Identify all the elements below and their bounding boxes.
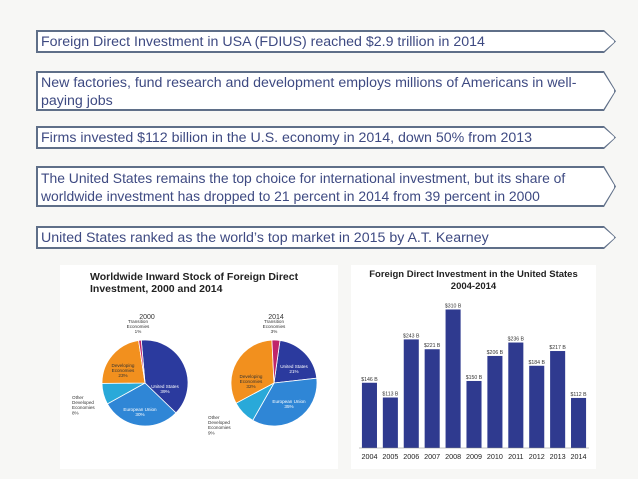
bullet-4: The United States remains the top choice… [37,167,615,206]
bar-2008 [445,309,461,448]
bullet-5-text: United States ranked as the world’s top … [41,230,489,246]
bar-value-label: $221 B [424,343,441,349]
bullet-5: United States ranked as the world’s top … [37,227,615,248]
pie-label-transition-economies: Transition Economies 1% [127,319,150,334]
bar-2007 [424,349,440,448]
bar-2009 [466,380,482,448]
bar-chart-subtitle: 2004-2014 [450,281,497,292]
bar-2013 [550,351,566,448]
pie-slice-transition-economies [138,339,146,384]
bar-value-label: $206 B [487,350,504,356]
pie-label-united-states: United States 39% [151,384,179,394]
bar-2014 [571,397,587,448]
bar-category-label: 2008 [445,452,461,461]
bar-value-label: $150 B [466,375,483,381]
bullet-3-text: Firms invested $112 billion in the U.S. … [41,130,533,146]
pie-chart-title: Worldwide Inward Stock of Foreign Direct… [90,271,299,295]
pie-slice-european-union [106,382,177,427]
bar-chart-svg: $146 B 2004 $113 B 2005 $243 B 2006 $221 B 2007… [359,303,589,461]
bullet-2-text: New factories, fund research and develop… [41,75,577,109]
bar-2011 [508,342,524,448]
bar-value-label: $184 B [529,360,546,366]
pie-2000: 2000 United States 39% European Union 30% Oth… [72,314,189,427]
bar-category-label: 2004 [361,452,377,461]
pie-label-developing-economies: Developing Economies 32% [240,374,264,389]
bar-value-label: $243 B [403,333,420,339]
bar-chart-title: Foreign Direct Investment in the United … [369,269,578,280]
bar-value-label: $217 B [549,345,566,351]
pie-label-united-states: United States 21% [280,364,308,374]
pie-label-developing-economies: Developing Economies 23% [112,363,136,378]
pie-label-transition-economies: Transition Economies 3% [263,319,286,334]
pie-year-label: 2014 [268,314,284,321]
bar-category-label: 2010 [487,452,503,461]
bar-2005 [382,397,398,448]
bar-category-label: 2007 [424,452,440,461]
pie-slice-united-states [273,339,318,384]
pie-label-other-developed-economies: Other Developed Economies 9% [208,415,231,435]
bar-value-label: $113 B [382,392,399,398]
pie-year-label: 2000 [139,314,155,321]
pie-chart-svg: 2000 United States 39% European Union 30% Oth… [72,314,318,435]
pie-label-european-union: European Union 35% [272,399,306,409]
bar-2004 [361,382,377,448]
bar-value-label: $112 B [571,392,588,398]
bar-category-label: 2012 [529,452,545,461]
bullet-1-text: Foreign Direct Investment in USA (FDIUS)… [41,34,485,50]
bar-category-label: 2011 [508,452,523,461]
bar-category-label: 2013 [550,452,566,461]
bar-category-label: 2006 [403,452,419,461]
bullet-1: Foreign Direct Investment in USA (FDIUS)… [37,31,615,52]
bar-category-label: 2014 [571,452,587,461]
bullet-3: Firms invested $112 billion in the U.S. … [37,127,615,148]
pie-slice-united-states [140,339,189,414]
pie-2014: 2014 United States 21% European Union 35% Oth… [208,314,318,435]
pie-slice-developing-economies [101,340,146,384]
bullet-2: New factories, fund research and develop… [37,72,615,110]
bar-value-label: $146 B [361,377,378,383]
pie-label-european-union: European Union 30% [123,407,157,417]
pie-chart-panel: Worldwide Inward Stock of Foreign Direct… [60,265,338,469]
pie-slice-european-union [252,377,318,427]
pie-slice-developing-economies [230,339,275,404]
bar-category-label: 2005 [382,452,398,461]
bar-chart-panel: Foreign Direct Investment in the United … [351,265,596,469]
bar-value-label: $236 B [508,337,525,343]
bar-2006 [403,339,419,448]
bar-2010 [487,355,503,448]
bar-value-label: $310 B [445,303,462,309]
bar-category-label: 2009 [466,452,482,461]
pie-slice-transition-economies [271,339,281,384]
pie-label-other-developed-economies: Other Developed Economies 8% [72,395,95,415]
bullet-4-text: The United States remains the top choice… [41,170,566,204]
bar-2012 [529,365,545,448]
